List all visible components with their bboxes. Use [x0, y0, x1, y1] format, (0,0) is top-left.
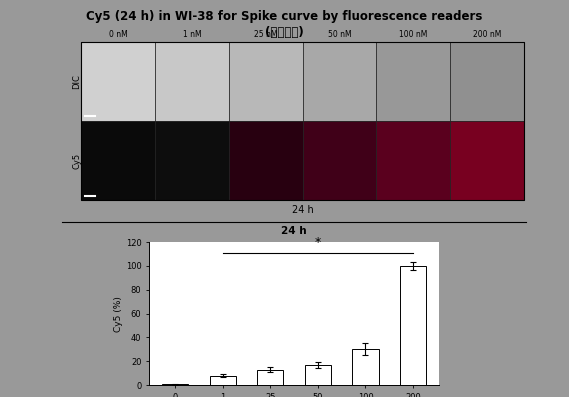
- Bar: [257, 370, 283, 385]
- Bar: [81, 42, 524, 200]
- Text: Cy5: Cy5: [72, 153, 81, 169]
- Text: 1 nM: 1 nM: [183, 29, 201, 39]
- Bar: [81, 42, 155, 121]
- Bar: [377, 121, 450, 200]
- Bar: [155, 42, 229, 121]
- Bar: [303, 42, 377, 121]
- Y-axis label: Cy5 (%): Cy5 (%): [114, 296, 123, 331]
- Bar: [450, 42, 524, 121]
- Bar: [210, 376, 236, 385]
- Bar: [229, 121, 303, 200]
- Text: 50 nM: 50 nM: [328, 29, 351, 39]
- Text: 200 nM: 200 nM: [473, 29, 501, 39]
- Bar: [81, 121, 155, 200]
- Text: (조건실험): (조건실험): [265, 26, 304, 39]
- Bar: [305, 365, 331, 385]
- Text: Cy5 (24 h) in WI-38 for Spike curve by fluorescence readers: Cy5 (24 h) in WI-38 for Spike curve by f…: [86, 10, 483, 23]
- Bar: [155, 121, 229, 200]
- Text: *: *: [315, 236, 321, 249]
- Bar: [162, 384, 188, 385]
- Bar: [352, 349, 378, 385]
- Text: 25 nM: 25 nM: [254, 29, 278, 39]
- Bar: [229, 42, 303, 121]
- Text: 100 nM: 100 nM: [399, 29, 427, 39]
- Title: 24 h: 24 h: [281, 226, 307, 236]
- Bar: [450, 121, 524, 200]
- Bar: [400, 266, 426, 385]
- Text: 0 nM: 0 nM: [109, 29, 127, 39]
- Bar: [303, 121, 377, 200]
- Bar: [377, 42, 450, 121]
- Text: DIC: DIC: [72, 74, 81, 89]
- Text: 24 h: 24 h: [292, 205, 314, 216]
